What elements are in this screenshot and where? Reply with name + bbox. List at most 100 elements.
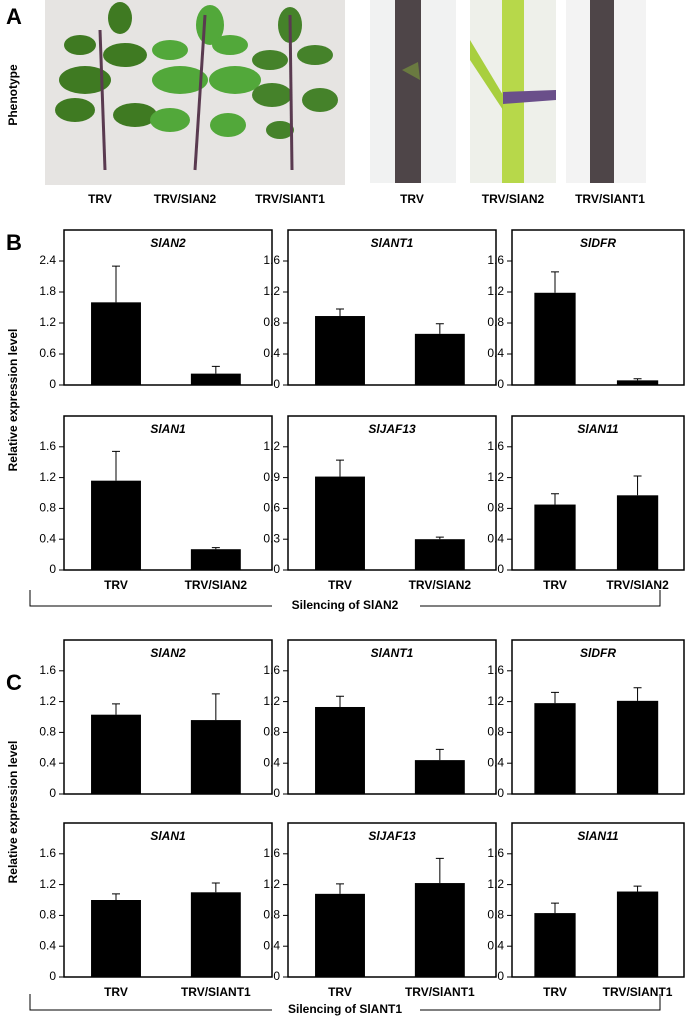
y-tick-label: 0 (49, 562, 56, 576)
bar (616, 380, 659, 385)
error-bar (633, 687, 642, 701)
y-tick-label: 1.2 (487, 877, 504, 891)
error-bar (435, 857, 444, 884)
photo-caption: TRV (400, 192, 424, 206)
bar (414, 333, 465, 385)
error-bar (112, 265, 120, 303)
y-tick-label: 0.8 (487, 501, 504, 515)
y-tick-label: 0.8 (39, 725, 56, 739)
y-tick-label: 0.4 (39, 938, 56, 952)
chart-title: SlAN2 (150, 646, 186, 660)
bar (190, 373, 241, 385)
y-tick-label: 1.2 (263, 694, 280, 708)
silencing-bracket (29, 590, 661, 1011)
y-tick-label: 1.6 (487, 253, 504, 267)
y-tick-label: 1.2 (263, 439, 280, 453)
y-tick-label: 1.2 (487, 284, 504, 298)
y-tick-label: 1.6 (39, 439, 56, 453)
y-tick-label: 0.9 (263, 470, 280, 484)
y-tick-label: 0.4 (487, 755, 504, 769)
y-tick-label: 1.6 (39, 663, 56, 677)
error-bar (211, 365, 220, 374)
y-tick-label: 1.6 (487, 663, 504, 677)
y-tick-label: 0 (49, 969, 56, 983)
y-tick-label: 0.4 (263, 755, 280, 769)
y-tick-label: 0.8 (39, 501, 56, 515)
y-tick-label: 1.6 (263, 846, 280, 860)
bar (91, 302, 141, 385)
error-bar (336, 695, 344, 707)
error-bar (633, 885, 642, 892)
panel-label: C (6, 670, 22, 695)
bar (616, 891, 659, 977)
y-tick-label: 0.4 (39, 531, 56, 545)
error-bar (435, 323, 444, 334)
y-tick-label: 0 (49, 786, 56, 800)
y-tick-label: 1.2 (487, 470, 504, 484)
bar (616, 700, 659, 794)
x-tick-label: TRV (543, 985, 567, 999)
plot-frame (287, 639, 497, 795)
bar (414, 883, 465, 977)
bar (534, 504, 576, 570)
phenotype-label: Phenotype (6, 64, 20, 126)
y-tick-label: 1.2 (39, 694, 56, 708)
bar (91, 480, 141, 570)
x-tick-label: TRV (104, 578, 128, 592)
y-tick-label: 0.4 (487, 938, 504, 952)
plot-frame (63, 639, 273, 795)
error-bar (633, 378, 642, 381)
y-tick-label: 0.8 (263, 315, 280, 329)
chart-title: SlJAF13 (368, 829, 416, 843)
silencing-label: Silencing of SlANT1 (288, 1002, 402, 1016)
bar (534, 913, 576, 977)
leaf-photo (45, 0, 345, 185)
error-bar (435, 536, 444, 540)
y-tick-label: 0 (273, 969, 280, 983)
y-tick-label: 0 (273, 786, 280, 800)
y-tick-label: 1.2 (39, 877, 56, 891)
x-tick-label: TRV (328, 578, 352, 592)
chart-title: SlANT1 (371, 646, 414, 660)
y-tick-label: 0 (497, 377, 504, 391)
y-tick-label: 0 (273, 562, 280, 576)
bar (315, 893, 365, 977)
error-bar (336, 308, 344, 317)
y-tick-label: 1.2 (263, 284, 280, 298)
y-tick-label: 1.2 (263, 877, 280, 891)
bar (534, 292, 576, 385)
y-tick-label: 0.4 (487, 346, 504, 360)
y-tick-label: 0.6 (263, 501, 280, 515)
x-tick-label: TRV/SlANT1 (181, 985, 251, 999)
chart-title: SlJAF13 (368, 422, 416, 436)
y-tick-label: 0.8 (487, 725, 504, 739)
error-bar (435, 748, 444, 761)
y-tick-label: 1.2 (39, 315, 56, 329)
error-bar (336, 459, 344, 477)
plot-frame (511, 229, 685, 386)
error-bar (211, 693, 220, 721)
chart-title: SlDFR (580, 646, 616, 660)
bar (414, 539, 465, 570)
y-tick-label: 1.6 (263, 663, 280, 677)
photo-caption: TRV (88, 192, 112, 206)
photo-caption: TRV/SlAN2 (154, 192, 217, 206)
error-bar (112, 893, 120, 900)
y-tick-label: 1.6 (487, 846, 504, 860)
bar (190, 549, 241, 570)
y-tick-label: 0.8 (487, 908, 504, 922)
error-bar (551, 691, 559, 704)
error-bar (551, 493, 559, 505)
y-tick-label: 0.3 (263, 531, 280, 545)
photo-caption: TRV/SlAN2 (482, 192, 545, 206)
y-tick-label: 0.8 (487, 315, 504, 329)
y-axis-label: Relative expression level (6, 741, 20, 884)
y-tick-label: 1.8 (39, 284, 56, 298)
y-tick-label: 0.4 (39, 755, 56, 769)
y-tick-label: 0.4 (263, 938, 280, 952)
x-tick-label: TRV/SlANT1 (603, 985, 673, 999)
y-tick-label: 0.6 (39, 346, 56, 360)
plot-frame (287, 415, 497, 571)
y-tick-label: 1.6 (263, 253, 280, 267)
